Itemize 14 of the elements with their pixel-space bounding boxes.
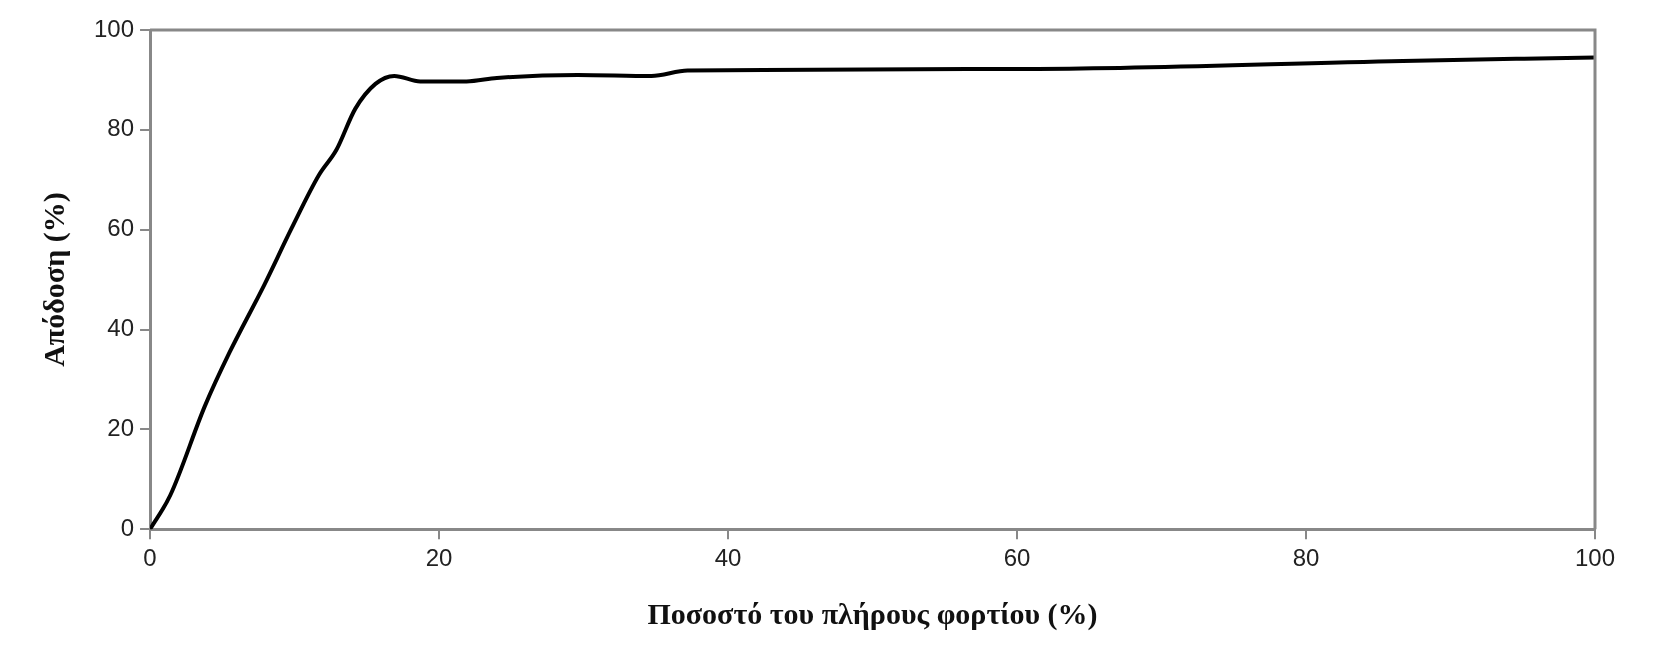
x-tick-label: 40 <box>714 544 742 572</box>
x-tick-label: 20 <box>425 544 453 572</box>
y-tick-label: 40 <box>107 314 135 342</box>
y-tick-label: 0 <box>120 513 135 541</box>
y-tick-label: 60 <box>107 214 135 242</box>
x-tick-label: 80 <box>1292 544 1320 572</box>
y-tick-label: 100 <box>94 14 135 42</box>
y-axis-title: Απόδοση (%) <box>36 192 71 367</box>
x-tick-label: 60 <box>1003 544 1031 572</box>
x-tick-label: 100 <box>1574 544 1616 572</box>
y-tick-label: 20 <box>107 413 135 441</box>
x-axis-title: Ποσοστό του πλήρους φορτίου (%) <box>647 596 1098 631</box>
x-tick-label: 0 <box>143 544 157 572</box>
y-tick-label: 80 <box>107 114 135 142</box>
